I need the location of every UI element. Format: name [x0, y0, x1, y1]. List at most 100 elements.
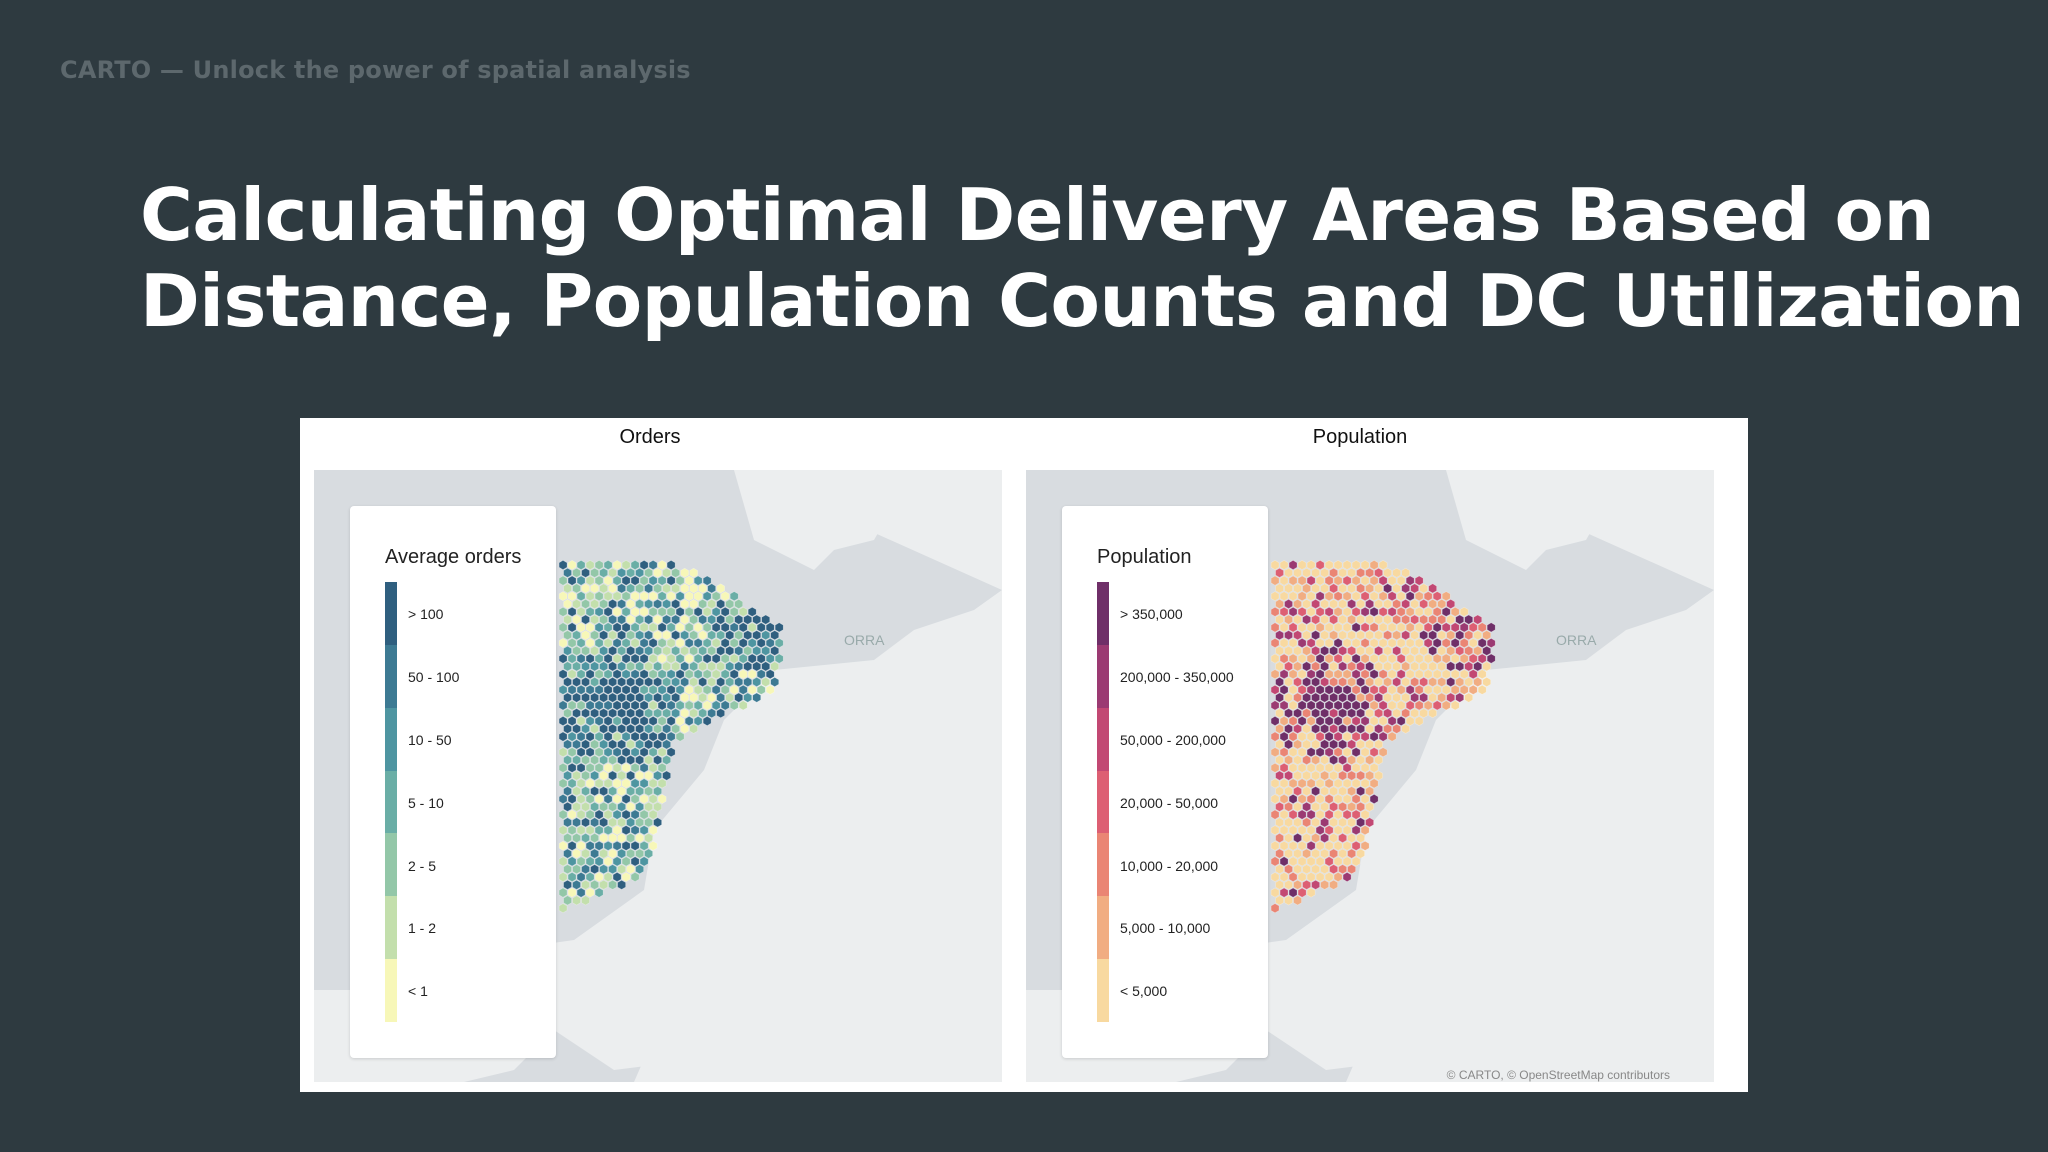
hex-cell — [747, 606, 757, 617]
hex-cell — [1320, 677, 1329, 687]
hex-cell — [1441, 638, 1451, 648]
hex-cell — [572, 583, 581, 594]
hex-cell — [1369, 560, 1379, 570]
hex-cell — [1351, 575, 1361, 586]
hex-cell — [563, 879, 572, 890]
hex-cell — [585, 622, 595, 633]
hex-cell — [1275, 817, 1284, 828]
hex-cell — [1383, 661, 1392, 672]
hex-cell — [1311, 801, 1320, 812]
hex-cell — [635, 723, 644, 734]
hex-cell — [1365, 614, 1374, 625]
hex-cell — [563, 755, 572, 765]
hex-cell — [567, 794, 577, 804]
hex-cell — [1315, 809, 1325, 820]
hex-cell — [648, 684, 658, 695]
hex-cell — [1383, 599, 1392, 609]
hex-cell — [1423, 622, 1433, 633]
hex-cell — [581, 645, 590, 656]
hex-cell — [1383, 583, 1392, 594]
hex-cell — [1311, 567, 1320, 578]
hex-cell — [1351, 653, 1361, 664]
hex-cell — [581, 864, 590, 875]
hex-cell — [1333, 700, 1343, 711]
hex-cell — [599, 567, 608, 578]
population-map[interactable]: ORRA Population > 350,000 200,000 - 350,… — [1026, 470, 1714, 1082]
hex-cell — [1338, 645, 1347, 656]
hex-cell — [716, 708, 725, 719]
hex-cell — [1288, 622, 1298, 633]
orders-map[interactable]: ORRA Average orders > 100 50 - 100 10 - … — [314, 470, 1002, 1082]
hex-cell — [707, 599, 716, 609]
hex-cell — [1315, 560, 1325, 570]
hex-cell — [675, 622, 685, 633]
hex-cell — [1423, 700, 1433, 711]
hex-cell — [653, 677, 662, 687]
hex-cell — [1374, 661, 1383, 672]
hex-cell — [702, 653, 712, 664]
hex-cell — [707, 630, 716, 641]
hex-cell — [617, 848, 626, 859]
hex-cell — [572, 739, 581, 750]
hex-cell — [648, 606, 658, 617]
hex-cell — [729, 684, 739, 695]
hex-cell — [1306, 778, 1316, 789]
hex-cell — [558, 731, 568, 742]
hex-cell — [743, 645, 752, 656]
hex-cell — [567, 653, 577, 664]
hex-cell — [617, 833, 626, 843]
hex-cell — [1356, 567, 1365, 578]
hex-cell — [1405, 622, 1415, 633]
hex-cell — [599, 848, 608, 859]
hex-cell — [666, 684, 676, 695]
hex-cell — [1432, 638, 1442, 648]
hex-cell — [1378, 684, 1388, 695]
hex-cell — [1486, 653, 1496, 664]
hex-cell — [1464, 692, 1473, 703]
hex-cell — [644, 833, 653, 843]
hex-cell — [752, 614, 761, 625]
hex-cell — [626, 755, 635, 765]
hex-cell — [1342, 731, 1352, 742]
hex-cell — [1275, 864, 1284, 875]
hex-cell — [635, 801, 644, 812]
hex-cell — [644, 583, 653, 594]
hex-cell — [1333, 653, 1343, 664]
hex-cell — [1383, 630, 1392, 641]
hex-cell — [1293, 770, 1302, 781]
hex-cell — [684, 606, 694, 617]
hex-cell — [576, 575, 586, 586]
hex-cell — [1351, 825, 1361, 836]
hex-cell — [1329, 614, 1338, 625]
hex-cell — [1342, 638, 1352, 648]
land-basemap — [1026, 470, 1714, 1082]
hex-cell — [585, 700, 595, 711]
legend-swatch — [1097, 896, 1109, 960]
hex-cell — [1401, 614, 1410, 625]
hex-cell — [1320, 661, 1329, 672]
hex-cell — [1392, 692, 1401, 703]
hex-cell — [572, 708, 581, 719]
hex-cell — [644, 567, 653, 578]
hex-cell — [1441, 622, 1451, 633]
hex-cell — [621, 669, 631, 680]
hex-cell — [1338, 833, 1347, 843]
hex-cell — [689, 630, 698, 641]
hex-cell — [644, 801, 653, 812]
hex-cell — [1329, 692, 1338, 703]
hex-cell — [1270, 700, 1280, 711]
hex-cell — [666, 575, 676, 586]
hex-cell — [639, 653, 649, 664]
hex-cell — [671, 645, 680, 656]
hex-cell — [1356, 739, 1365, 750]
hex-cell — [1414, 669, 1424, 680]
hex-cell — [608, 677, 617, 687]
hex-cell — [1342, 716, 1352, 726]
hex-cell — [1459, 653, 1469, 664]
hex-cell — [599, 755, 608, 765]
hex-cell — [702, 669, 712, 680]
hex-cell — [1293, 879, 1302, 890]
hex-cell — [693, 575, 703, 586]
hex-cell — [1473, 645, 1482, 656]
hex-cell — [576, 684, 586, 695]
